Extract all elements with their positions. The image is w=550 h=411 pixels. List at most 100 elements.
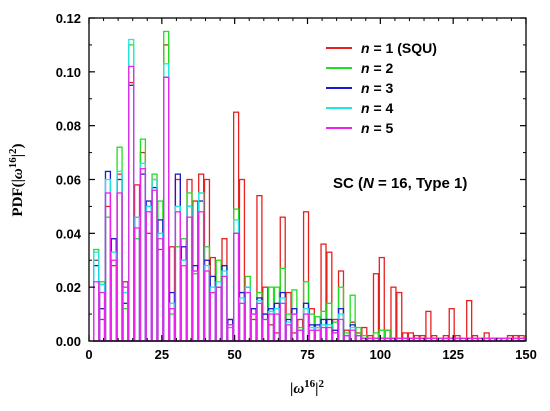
bar-series-1-21 [215,286,222,342]
bar-series-4-8 [139,162,147,342]
bar-series-5-15 [180,264,187,342]
bar-series-4-19 [203,264,211,342]
bar-series-4-15 [180,259,187,342]
bar-series-1-10 [151,178,158,342]
bar-series-4-5 [122,291,129,342]
bar-series-1-5 [122,281,129,342]
x-tick-label: 75 [300,347,314,362]
bar-series-5-21 [215,286,222,342]
y-tick-label: 0.08 [56,119,81,134]
bar-series-5-6 [128,65,135,342]
bar-series-1-33 [285,291,292,342]
bar-series-5-35 [297,329,304,342]
bar-series-5-40 [326,326,333,342]
bar-series-2-50 [384,329,391,342]
bar-series-2-13 [168,313,176,342]
bar-series-3-39 [320,318,327,342]
bar-series-5-19 [203,270,211,342]
bar-series-2-12 [163,30,170,342]
bar-series-2-6 [128,44,135,342]
bar-series-2-15 [180,238,187,342]
bar-series-2-19 [203,246,211,342]
bar-series-1-9 [145,232,152,342]
bar-series-1-67 [483,332,490,342]
bar-series-3-23 [227,318,234,342]
bar-series-1-14 [174,178,181,342]
bar-series-1-52 [396,291,403,342]
bar-series-3-18 [198,200,205,342]
bar-series-1-1 [98,318,106,342]
bar-series-5-18 [198,211,205,342]
bar-series-3-11 [157,219,164,342]
bar-series-4-14 [174,205,181,342]
bar-series-3-19 [203,259,211,342]
x-tick-label: 150 [515,347,537,362]
bar-series-5-42 [337,318,345,342]
bar-series-3-14 [174,173,181,342]
bar-series-1-39 [320,243,327,342]
bar-series-2-7 [133,238,141,342]
bar-series-2-0 [93,248,100,342]
bar-series-2-24 [232,208,240,342]
bar-series-2-43 [343,332,350,342]
bar-series-2-38 [314,316,321,342]
bar-series-2-28 [256,291,263,342]
bar-series-1-51 [390,286,397,342]
bar-series-5-33 [285,324,292,342]
bar-series-1-42 [337,270,345,342]
bar-series-4-38 [314,326,321,342]
bar-series-4-28 [256,299,263,342]
annotation-label: SC (N = 16, Type 1) [333,175,467,192]
bar-series-2-1 [98,281,106,342]
legend-label-5: n = 5 [361,120,394,136]
bar-series-3-40 [326,318,333,342]
bar-series-5-8 [139,168,147,342]
bar-series-2-2 [104,216,112,342]
bar-series-5-34 [291,313,298,342]
bar-series-5-25 [238,302,246,342]
bar-series-5-32 [279,302,286,342]
bar-series-3-24 [232,232,240,342]
y-axis-label: PDF(|ω16|2) [7,143,26,216]
bar-series-5-3 [110,259,117,342]
bar-series-3-32 [279,291,286,342]
x-tick-label: 0 [85,347,92,362]
bar-series-3-6 [128,84,135,342]
bar-series-2-20 [209,291,216,342]
bar-series-4-4 [116,170,123,342]
bar-series-3-7 [133,216,141,342]
bar-series-2-4 [116,146,123,342]
bar-series-3-3 [110,238,117,342]
bar-series-3-12 [163,76,170,342]
bar-series-4-16 [186,205,193,342]
bar-series-4-42 [337,313,345,342]
bar-series-1-13 [168,246,176,342]
bar-series-3-16 [186,205,193,342]
y-tick-label: 0.04 [56,226,82,241]
bar-series-3-15 [180,246,187,342]
bar-series-5-1 [98,291,106,342]
x-tick-label: 50 [227,347,241,362]
bar-series-4-37 [308,326,315,342]
bar-series-1-3 [110,264,117,342]
bar-series-1-0 [93,259,100,342]
bar-series-4-45 [355,334,362,342]
bar-series-1-23 [227,318,234,342]
bar-series-2-48 [372,332,380,342]
bar-series-3-45 [355,334,362,342]
x-tick-label: 25 [155,347,169,362]
bar-series-1-36 [302,211,310,342]
bar-series-2-32 [279,267,286,342]
bar-series-4-26 [244,286,251,342]
bar-series-3-8 [139,173,147,342]
legend-label-3: n = 3 [361,80,394,96]
bar-series-4-29 [262,318,269,342]
x-tick-label: 100 [369,347,391,362]
bar-series-5-31 [273,313,281,342]
bar-series-5-26 [244,291,251,342]
x-tick-label: 125 [442,347,464,362]
bar-series-1-64 [466,299,473,342]
bar-series-1-4 [116,173,123,342]
bar-series-3-9 [145,200,152,342]
bar-series-4-7 [133,216,141,342]
